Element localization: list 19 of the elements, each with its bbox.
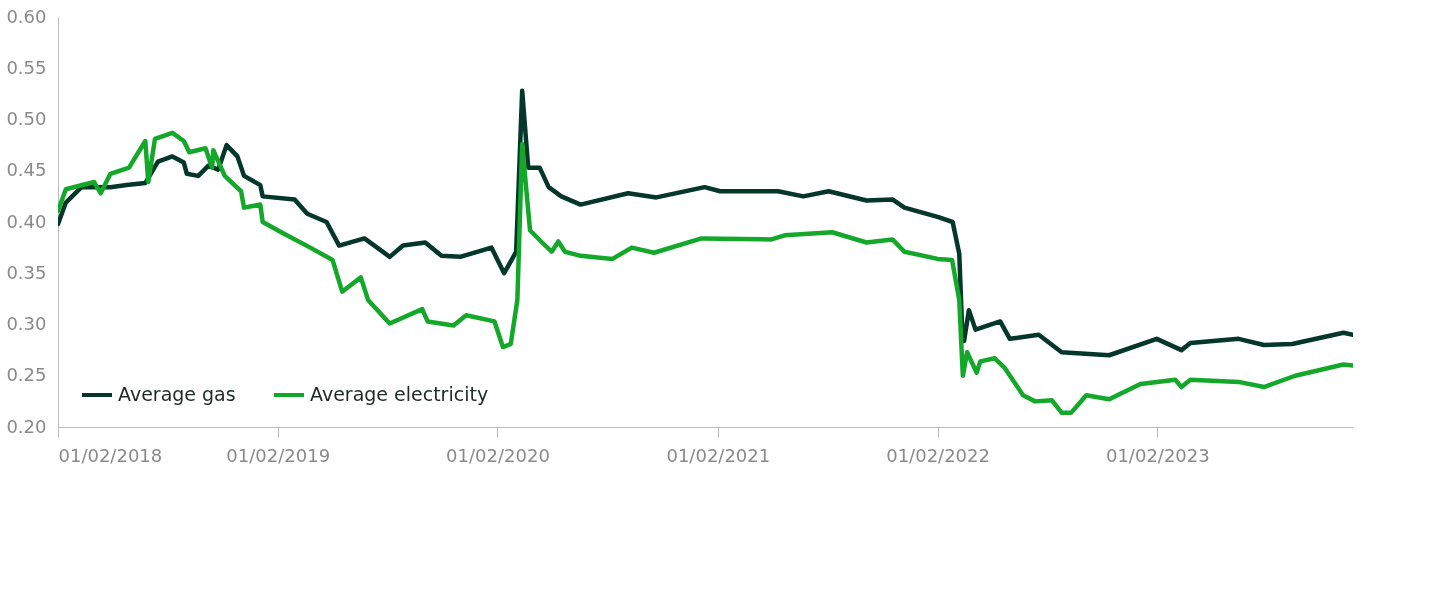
y-tick-label: 0.60 [6, 5, 47, 27]
y-tick-label: 0.40 [6, 210, 47, 232]
x-tick-label: 01/02/2018 [58, 444, 163, 466]
line-series [58, 130, 1353, 415]
x-tick-label: 01/02/2019 [226, 444, 331, 466]
x-tick-label: 01/02/2022 [886, 444, 990, 466]
y-tick-label: 0.45 [6, 159, 47, 181]
line-series [58, 88, 1353, 358]
y-tick-label: 0.50 [6, 108, 47, 129]
y-tick-label: 0.55 [6, 56, 47, 78]
legend-label: Average gas [118, 383, 236, 405]
x-tick-label: 01/02/2020 [446, 444, 550, 466]
y-tick-label: 0.20 [6, 415, 47, 437]
y-tick-label: 0.25 [6, 364, 47, 386]
x-tick-label: 01/02/2021 [666, 444, 771, 466]
y-tick-label: 0.35 [6, 261, 47, 283]
y-tick-label: 0.30 [6, 313, 47, 334]
legend-label: Average electricity [310, 383, 489, 405]
x-tick-label: 01/02/2023 [1105, 444, 1210, 466]
